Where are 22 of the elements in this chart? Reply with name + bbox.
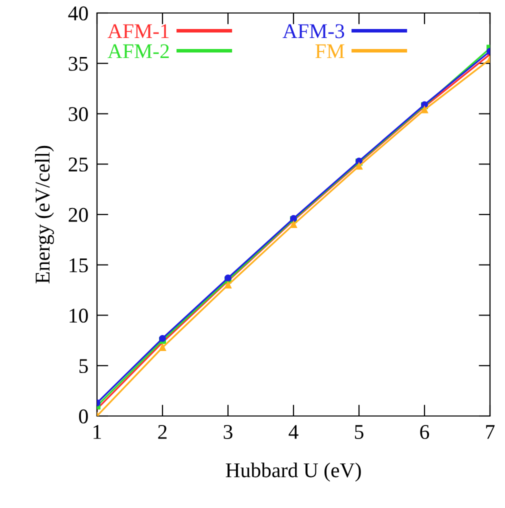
x-tick-label: 1 bbox=[94, 425, 101, 439]
legend-label: AFM-2 bbox=[108, 44, 169, 58]
legend-label: FM bbox=[315, 44, 344, 58]
x-tick-label: 3 bbox=[224, 424, 232, 439]
y-tick-label: 30 bbox=[68, 107, 88, 122]
y-tick-label: 20 bbox=[68, 208, 88, 222]
x-axis-title: Hubbard U (eV) bbox=[226, 462, 361, 482]
x-tick-label: 2 bbox=[158, 424, 167, 439]
y-tick-label: 5 bbox=[79, 359, 88, 374]
y-tick-label: 10 bbox=[70, 308, 88, 323]
x-tick-label: 7 bbox=[486, 425, 495, 439]
y-tick-label: 40 bbox=[68, 6, 88, 20]
x-tick-label: 4 bbox=[288, 425, 298, 439]
legend-label: AFM-3 bbox=[282, 24, 344, 38]
y-tick-label: 15 bbox=[70, 258, 88, 272]
y-axis-title: Energy (eV/cell) bbox=[34, 146, 54, 284]
y-tick-label: 25 bbox=[68, 158, 88, 172]
y-tick-label: 0 bbox=[79, 409, 88, 424]
x-tick-label: 6 bbox=[420, 424, 430, 439]
text: AFM-1 bbox=[108, 24, 169, 38]
y-tick-label: 35 bbox=[68, 56, 88, 71]
x-tick-label: 5 bbox=[355, 425, 364, 439]
